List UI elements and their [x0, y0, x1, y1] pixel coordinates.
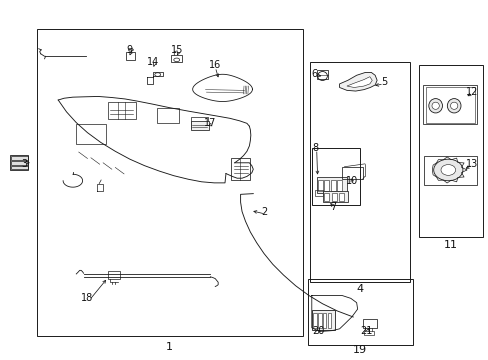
- Bar: [310, 62, 409, 282]
- Text: 20: 20: [311, 325, 324, 336]
- Text: 21: 21: [360, 325, 372, 336]
- Bar: [190, 121, 209, 130]
- Bar: [108, 102, 136, 119]
- Bar: [313, 313, 316, 328]
- Bar: [11, 166, 27, 169]
- Bar: [10, 155, 28, 170]
- Polygon shape: [346, 77, 371, 87]
- Bar: [311, 148, 359, 205]
- Text: 12: 12: [465, 87, 477, 97]
- Circle shape: [440, 165, 455, 175]
- Bar: [324, 193, 329, 201]
- Bar: [37, 30, 303, 336]
- Text: 5: 5: [380, 77, 386, 87]
- Ellipse shape: [428, 99, 442, 113]
- Bar: [126, 52, 135, 60]
- Bar: [341, 167, 362, 179]
- Bar: [363, 330, 373, 335]
- Bar: [331, 193, 336, 201]
- Ellipse shape: [447, 99, 460, 113]
- Text: 18: 18: [81, 293, 93, 303]
- Bar: [330, 180, 335, 191]
- Text: 10: 10: [345, 176, 357, 186]
- Bar: [336, 180, 341, 191]
- Bar: [231, 158, 249, 180]
- Bar: [362, 319, 376, 328]
- Text: 1: 1: [165, 342, 172, 352]
- Bar: [108, 271, 120, 279]
- Text: 2: 2: [260, 207, 266, 217]
- Bar: [171, 55, 182, 62]
- Circle shape: [433, 159, 462, 181]
- Bar: [423, 156, 476, 185]
- Bar: [318, 180, 323, 191]
- Bar: [324, 180, 329, 191]
- Bar: [190, 117, 207, 128]
- Bar: [307, 279, 412, 345]
- Bar: [418, 65, 483, 237]
- Bar: [338, 193, 343, 201]
- Bar: [157, 108, 178, 123]
- Bar: [323, 313, 326, 328]
- Ellipse shape: [449, 102, 457, 109]
- Bar: [311, 310, 334, 329]
- Text: 9: 9: [126, 45, 133, 55]
- Bar: [423, 85, 476, 125]
- Text: 15: 15: [171, 45, 183, 55]
- Bar: [318, 313, 321, 328]
- Bar: [76, 125, 105, 144]
- Bar: [327, 313, 330, 328]
- Bar: [316, 177, 346, 193]
- Text: 7: 7: [329, 202, 336, 212]
- Polygon shape: [339, 72, 376, 91]
- Text: 14: 14: [147, 57, 159, 67]
- Text: 19: 19: [352, 345, 366, 355]
- Text: 8: 8: [311, 143, 318, 153]
- Text: 17: 17: [204, 118, 216, 128]
- Text: 3: 3: [21, 159, 27, 169]
- Ellipse shape: [431, 102, 438, 109]
- Bar: [316, 70, 328, 79]
- Bar: [11, 156, 27, 160]
- Bar: [314, 190, 323, 196]
- Text: 6: 6: [311, 69, 317, 79]
- Text: 16: 16: [209, 60, 221, 70]
- Bar: [425, 87, 474, 123]
- Text: 13: 13: [465, 159, 477, 169]
- Text: 4: 4: [356, 284, 363, 294]
- Text: 11: 11: [443, 239, 457, 249]
- Bar: [11, 161, 27, 165]
- Bar: [322, 191, 347, 202]
